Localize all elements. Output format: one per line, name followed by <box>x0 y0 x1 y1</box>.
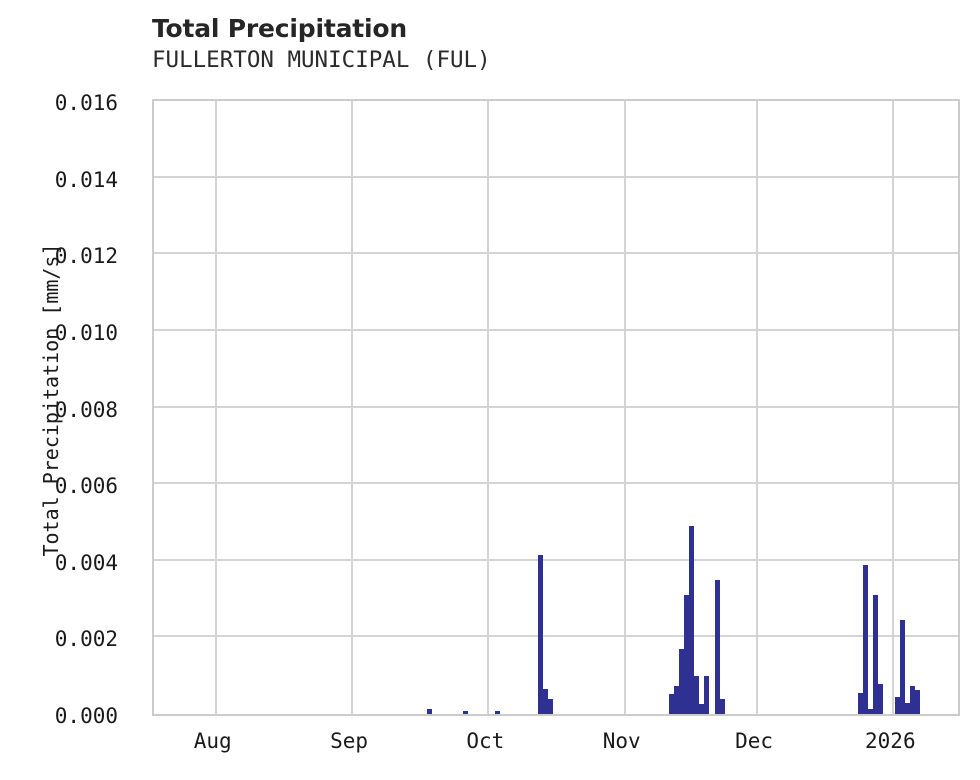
bar <box>542 689 548 714</box>
gridline-horizontal <box>154 635 958 638</box>
bar <box>858 692 864 714</box>
y-tick-label: 0.002 <box>54 627 118 652</box>
y-tick-label: 0.000 <box>54 704 118 728</box>
bar <box>714 579 720 714</box>
gridline-vertical <box>756 101 759 714</box>
x-tick-label: Dec <box>735 729 773 753</box>
gridline-horizontal <box>154 405 958 408</box>
chart-title: Total Precipitation <box>152 14 407 43</box>
gridline-vertical <box>351 101 354 714</box>
bar <box>894 696 900 714</box>
y-tick-label: 0.014 <box>54 167 118 192</box>
x-tick-label: Nov <box>602 729 641 753</box>
bar <box>537 555 543 714</box>
bar <box>683 595 689 714</box>
y-tick-label: 0.012 <box>54 244 118 269</box>
bar <box>668 693 674 714</box>
y-tick-label: 0.006 <box>54 474 118 499</box>
y-tick-label: 0.010 <box>54 320 118 345</box>
bar <box>703 676 709 714</box>
gridline-horizontal <box>154 712 958 714</box>
title-block: Total Precipitation FULLERTON MUNICIPAL … <box>152 14 932 74</box>
x-tick-label: 2026 <box>865 729 916 753</box>
bar <box>719 698 725 714</box>
gridline-horizontal <box>154 558 958 561</box>
bar <box>909 686 915 714</box>
bar <box>463 711 469 714</box>
bar <box>878 684 883 714</box>
gridline-horizontal <box>154 99 958 101</box>
x-tick-label: Sep <box>330 729 369 753</box>
bar <box>914 690 920 714</box>
bar <box>693 675 699 714</box>
bar <box>873 595 878 714</box>
bar <box>904 702 910 714</box>
gridline-horizontal <box>154 252 958 255</box>
gridline-vertical <box>623 101 626 714</box>
gridline-vertical <box>892 101 895 714</box>
gridline-vertical <box>214 101 217 714</box>
gridline-vertical <box>487 101 490 714</box>
bar <box>494 710 500 714</box>
bar <box>547 699 553 714</box>
bar <box>673 686 679 714</box>
plot-area <box>152 99 960 716</box>
x-axis-tick-labels: Aug Sep Oct Nov Dec 2026 <box>152 726 960 766</box>
bar <box>863 565 869 714</box>
bar <box>698 704 704 714</box>
gridline-horizontal <box>154 175 958 178</box>
x-tick-label: Aug <box>193 729 232 753</box>
y-tick-label: 0.008 <box>54 397 118 422</box>
y-tick-label: 0.016 <box>54 91 118 115</box>
bar <box>899 620 905 714</box>
y-tick-label: 0.004 <box>54 550 118 575</box>
chart-subtitle: FULLERTON MUNICIPAL (FUL) <box>152 47 491 73</box>
bar <box>427 709 433 714</box>
bar <box>678 648 684 714</box>
x-tick-label: Oct <box>466 729 505 753</box>
gridline-horizontal <box>154 482 958 485</box>
bar <box>868 709 874 714</box>
y-axis-tick-labels: 0.000 0.002 0.004 0.006 0.008 0.010 0.012 0.014… <box>0 91 140 728</box>
bar <box>688 525 694 714</box>
gridline-horizontal <box>154 328 958 331</box>
